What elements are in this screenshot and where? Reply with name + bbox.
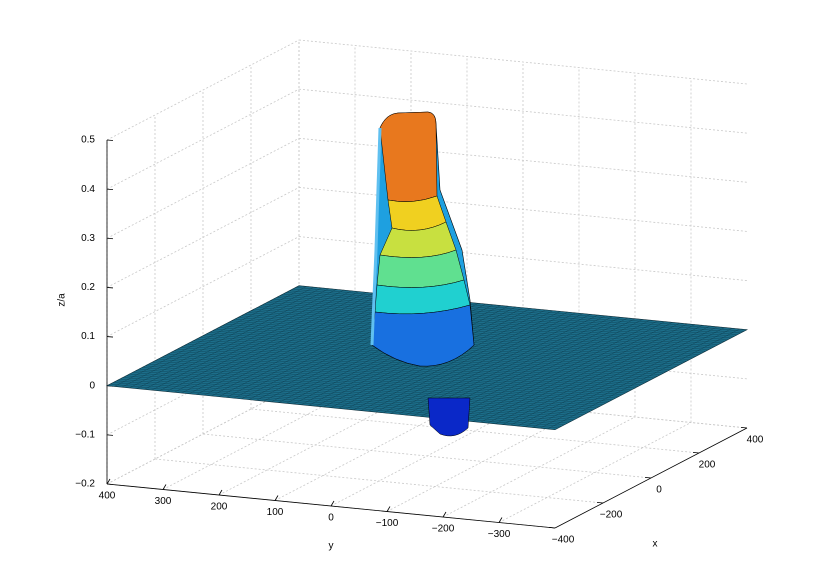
surface-dip <box>427 397 471 437</box>
surface-mesh <box>282 293 732 339</box>
x-tick-label: 0 <box>656 485 662 496</box>
grid-line <box>106 88 300 190</box>
grid-line <box>250 408 700 454</box>
surface-mesh <box>136 288 329 389</box>
z-tick-label: −0.2 <box>75 479 95 490</box>
tick-mark <box>330 500 335 507</box>
tick-mark <box>106 287 114 289</box>
y-tick-label: 100 <box>267 507 284 518</box>
x-tick-label: −200 <box>600 510 623 521</box>
grid-line <box>298 88 748 134</box>
surface-mesh <box>129 287 322 389</box>
tick-mark <box>386 506 391 512</box>
x-tick-label: 200 <box>699 460 716 471</box>
grid-line <box>106 236 300 337</box>
z-tick-label: 0.3 <box>81 233 95 244</box>
surface-mesh <box>166 291 359 392</box>
x-tick-label: −400 <box>552 535 575 546</box>
z-tick-label: 0.5 <box>81 135 95 146</box>
peak-band <box>387 195 447 231</box>
tick-mark <box>106 336 114 338</box>
surface-mesh <box>181 292 374 394</box>
surface-mesh <box>295 287 744 332</box>
z-tick-label: 0.2 <box>81 282 95 293</box>
tick-mark <box>274 495 279 501</box>
surface-mesh <box>151 289 344 391</box>
grid-line <box>498 422 692 523</box>
axis-labels: z/a y x <box>57 293 658 552</box>
tick-mark <box>692 452 700 454</box>
tick-mark <box>106 139 114 141</box>
tick-mark <box>106 237 114 240</box>
tick-mark <box>106 478 111 485</box>
y-tick-label: 300 <box>155 496 172 507</box>
grid-line <box>442 416 636 518</box>
z-tick-label: 0 <box>89 380 95 391</box>
tick-mark <box>740 427 748 429</box>
surface-mesh <box>292 288 741 334</box>
grid-line <box>298 236 748 281</box>
tick-mark <box>162 484 167 490</box>
tick-mark <box>596 502 604 504</box>
surface-mesh <box>114 286 307 387</box>
z-tick-label: 0.4 <box>81 184 95 195</box>
surface-mesh <box>121 287 315 388</box>
y-tick-label: −100 <box>376 518 399 529</box>
surface-mesh <box>174 292 367 393</box>
y-tick-label: −300 <box>488 529 511 540</box>
tick-mark <box>218 489 223 496</box>
surface-mesh <box>276 297 725 342</box>
tick-mark <box>644 477 652 479</box>
surface-mesh <box>286 292 735 337</box>
grid-line <box>298 39 748 85</box>
peak-band <box>379 111 438 203</box>
y-tick-label: 0 <box>328 513 334 524</box>
x-tick-label: 400 <box>747 435 764 446</box>
peak-edge <box>370 127 382 346</box>
z-tick-label: 0.1 <box>81 331 95 342</box>
surface-mesh <box>273 298 722 344</box>
y-tick-label: 400 <box>99 491 116 502</box>
peak-band <box>371 304 475 367</box>
tick-mark <box>106 434 114 436</box>
surface-mesh <box>144 289 337 390</box>
grid-line <box>154 458 604 504</box>
z-tick-label: −0.1 <box>75 429 95 440</box>
tick-mark <box>442 511 447 518</box>
tick-mark <box>106 188 114 191</box>
grid-layer: −0.2 −0.1 0 0.1 0.2 0.3 0.4 0.5 −400 −200 0 200 400 4… <box>75 39 764 546</box>
surface-mesh <box>159 290 352 392</box>
tick-mark <box>498 517 503 523</box>
y-axis-label: y <box>329 541 334 552</box>
y-tick-label: 200 <box>211 502 228 513</box>
grid-line <box>106 39 300 141</box>
y-axis <box>106 483 556 529</box>
surface-mesh <box>270 300 719 345</box>
z-axis-label: z/a <box>57 293 68 307</box>
y-tick-label: −200 <box>432 524 455 535</box>
x-axis-label: x <box>653 539 658 550</box>
surface-mesh <box>279 295 728 340</box>
surface-mesh <box>289 290 738 335</box>
surface-peak <box>370 111 475 367</box>
x-axis <box>554 427 748 529</box>
